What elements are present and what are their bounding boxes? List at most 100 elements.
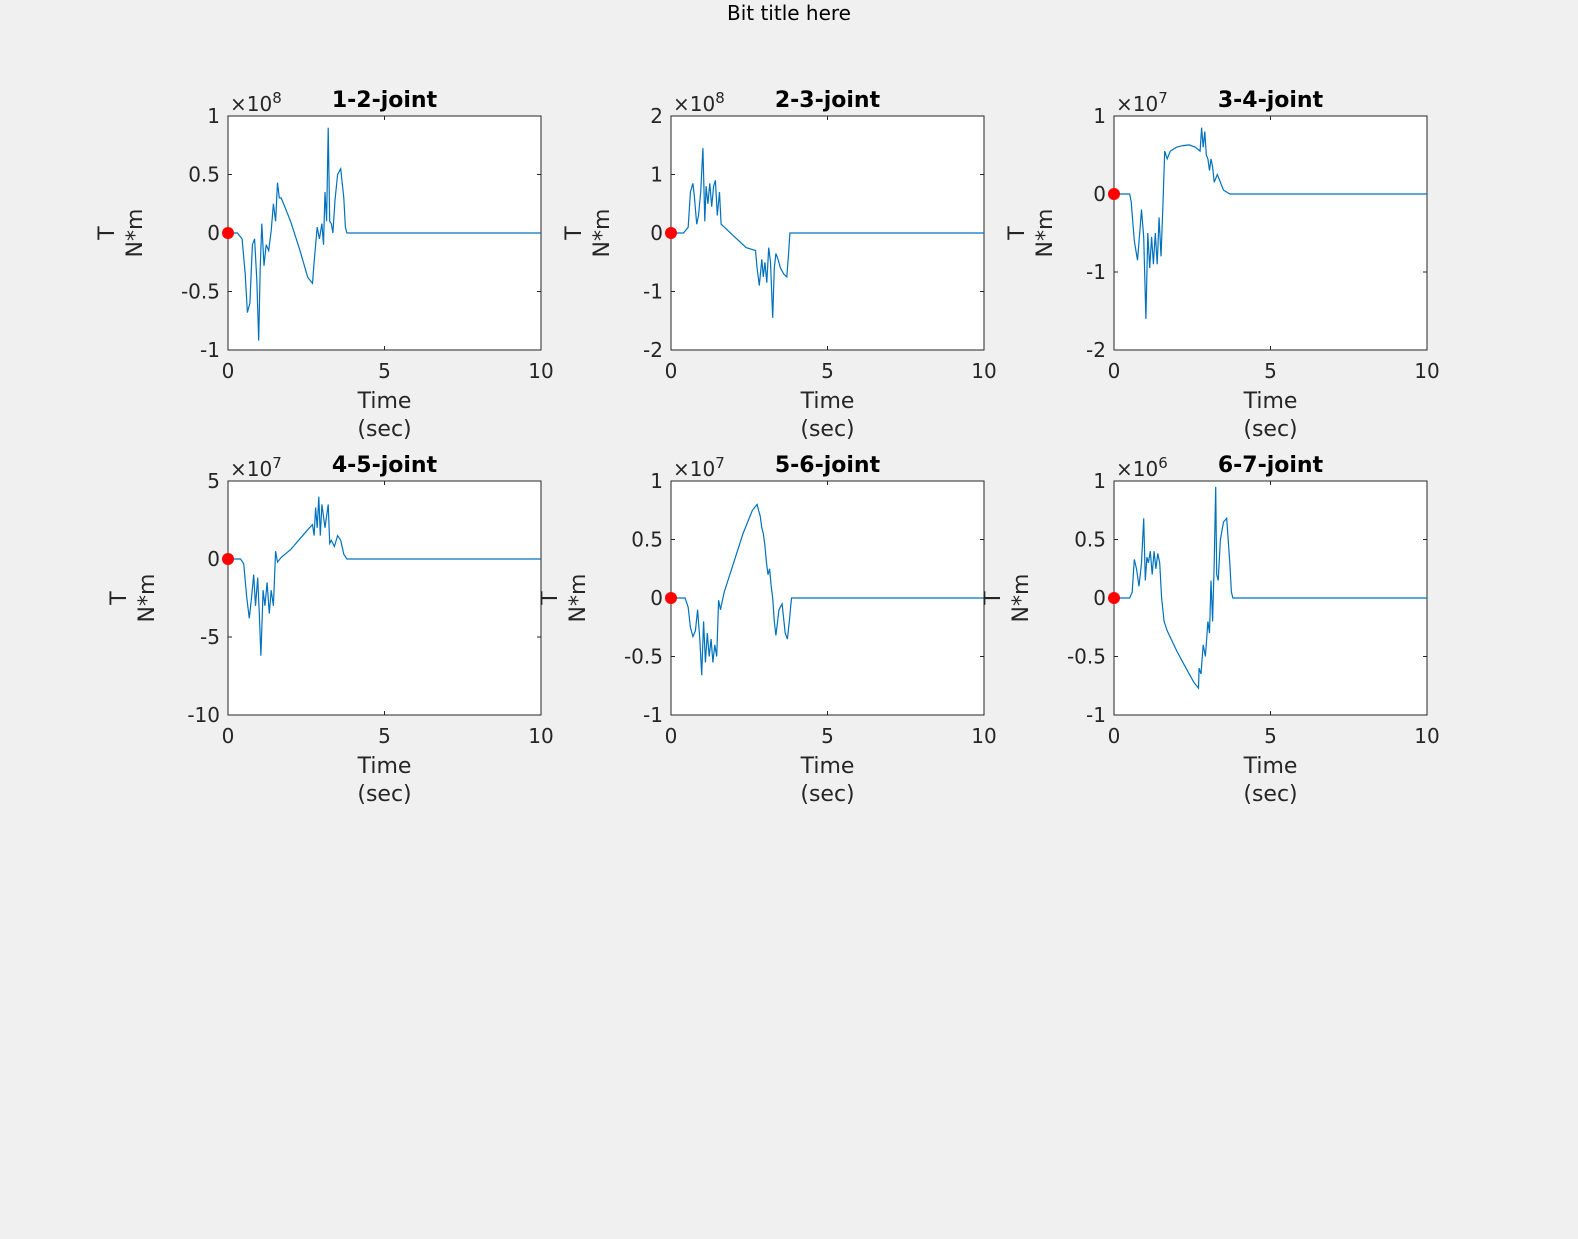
current-point-marker bbox=[222, 553, 234, 565]
y-exponent-label: ×108 bbox=[673, 89, 725, 116]
y-tick-label: 0 bbox=[1093, 182, 1106, 206]
series-line bbox=[1114, 127, 1427, 319]
y-axis-label: N*m bbox=[135, 574, 160, 623]
y-tick-label: 1 bbox=[650, 163, 663, 187]
plot-area bbox=[227, 480, 542, 716]
subplot-1-2-joint: 0 5 10 -1 -0.5 0 0.5 1 ×108 1-2-joint Time (sec) T N*… bbox=[95, 88, 554, 442]
x-tick-label: 10 bbox=[971, 724, 996, 748]
x-axis-label: Time bbox=[800, 389, 855, 414]
y-tick-label: 0 bbox=[650, 586, 663, 610]
x-tick-label: 0 bbox=[1108, 359, 1121, 383]
x-tick-label: 10 bbox=[528, 724, 553, 748]
y-exponent-label: ×107 bbox=[1116, 89, 1168, 116]
subplot-2-3-joint: 0 5 10 -2 -1 0 1 2 ×108 2-3-joint Time (sec) T N*m bbox=[562, 88, 997, 442]
x-tick-label: 5 bbox=[1264, 359, 1277, 383]
y-tick-label: -2 bbox=[1086, 338, 1106, 362]
subplot-title: 4-5-joint bbox=[332, 453, 438, 478]
x-tick-label: 5 bbox=[378, 359, 391, 383]
x-tick-label: 0 bbox=[1108, 724, 1121, 748]
y-tick-label: 2 bbox=[650, 104, 663, 128]
y-tick-label: 0.5 bbox=[188, 163, 220, 187]
y-tick-label: 0.5 bbox=[631, 528, 663, 552]
y-exponent-label: ×106 bbox=[1116, 454, 1168, 481]
y-tick-label: 0 bbox=[207, 547, 220, 571]
x-tick-label: 10 bbox=[1414, 359, 1439, 383]
y-axis-label: N*m bbox=[1033, 209, 1058, 258]
x-tick-label: 0 bbox=[222, 724, 235, 748]
x-tick-label: 5 bbox=[821, 359, 834, 383]
x-axis-label: Time bbox=[357, 389, 412, 414]
y-tick-label: 1 bbox=[207, 104, 220, 128]
series-line bbox=[671, 503, 984, 676]
figure-title: Bit title here bbox=[727, 1, 851, 25]
y-tick-label: -0.5 bbox=[1067, 645, 1106, 669]
x-tick-label: 0 bbox=[222, 359, 235, 383]
x-axis-label: (sec) bbox=[1243, 782, 1297, 807]
subplot-3-4-joint: 0 5 10 -2 -1 0 1 ×107 3-4-joint Time (sec) T N*m bbox=[1005, 88, 1440, 442]
y-axis-label: T bbox=[107, 591, 132, 606]
y-tick-label: -1 bbox=[1086, 703, 1106, 727]
x-axis-label: Time bbox=[357, 754, 412, 779]
y-tick-label: 0 bbox=[1093, 586, 1106, 610]
x-tick-label: 5 bbox=[378, 724, 391, 748]
y-tick-label: -5 bbox=[200, 625, 220, 649]
y-tick-label: 5 bbox=[207, 469, 220, 493]
series-line bbox=[228, 127, 541, 341]
x-axis-label: (sec) bbox=[357, 417, 411, 442]
y-axis-label: T bbox=[538, 591, 563, 606]
series-line bbox=[671, 148, 984, 318]
subplot-6-7-joint: 0 5 10 -1 -0.5 0 0.5 1 ×106 6-7-joint Time (sec) T N*… bbox=[981, 453, 1440, 807]
y-tick-label: -1 bbox=[1086, 260, 1106, 284]
y-tick-label: 1 bbox=[1093, 104, 1106, 128]
x-tick-label: 5 bbox=[821, 724, 834, 748]
current-point-marker bbox=[665, 227, 677, 239]
current-point-marker bbox=[665, 592, 677, 604]
y-axis-label: T bbox=[981, 591, 1006, 606]
x-axis-label: (sec) bbox=[800, 417, 854, 442]
y-axis-label: N*m bbox=[1009, 574, 1034, 623]
y-axis-label: T bbox=[95, 226, 120, 241]
current-point-marker bbox=[1108, 592, 1120, 604]
y-exponent-label: ×107 bbox=[230, 454, 282, 481]
plot-area bbox=[1113, 115, 1428, 351]
y-tick-label: 0 bbox=[650, 221, 663, 245]
y-tick-label: -1 bbox=[643, 280, 663, 304]
y-axis-label: N*m bbox=[123, 209, 148, 258]
subplot-title: 1-2-joint bbox=[332, 88, 438, 113]
series-line bbox=[228, 496, 541, 656]
current-point-marker bbox=[1108, 188, 1120, 200]
y-exponent-label: ×108 bbox=[230, 89, 282, 116]
y-axis-label: N*m bbox=[590, 209, 615, 258]
y-tick-label: 0 bbox=[207, 221, 220, 245]
series-line bbox=[1114, 486, 1427, 690]
x-axis-label: (sec) bbox=[800, 782, 854, 807]
y-tick-label: -1 bbox=[643, 703, 663, 727]
subplot-title: 6-7-joint bbox=[1218, 453, 1324, 478]
y-tick-label: -1 bbox=[200, 338, 220, 362]
x-axis-label: Time bbox=[800, 754, 855, 779]
y-tick-label: 1 bbox=[1093, 469, 1106, 493]
current-point-marker bbox=[222, 227, 234, 239]
y-axis-label: T bbox=[562, 226, 587, 241]
subplot-5-6-joint: 0 5 10 -1 -0.5 0 0.5 1 ×107 5-6-joint Time (sec) T N*… bbox=[538, 453, 997, 807]
x-tick-label: 10 bbox=[971, 359, 996, 383]
x-axis-label: (sec) bbox=[357, 782, 411, 807]
subplot-title: 3-4-joint bbox=[1218, 88, 1324, 113]
y-tick-label: 1 bbox=[650, 469, 663, 493]
y-tick-label: -0.5 bbox=[624, 645, 663, 669]
y-tick-label: -10 bbox=[187, 703, 220, 727]
subplot-title: 2-3-joint bbox=[775, 88, 881, 113]
x-tick-label: 0 bbox=[665, 724, 678, 748]
x-tick-label: 5 bbox=[1264, 724, 1277, 748]
y-tick-label: -0.5 bbox=[181, 280, 220, 304]
y-axis-label: T bbox=[1005, 226, 1030, 241]
subplot-4-5-joint: 0 5 10 -10 -5 0 5 ×107 4-5-joint Time (sec) T N*m bbox=[107, 453, 554, 807]
x-tick-label: 0 bbox=[665, 359, 678, 383]
x-axis-label: Time bbox=[1243, 754, 1298, 779]
y-tick-label: -2 bbox=[643, 338, 663, 362]
x-tick-label: 10 bbox=[528, 359, 553, 383]
x-tick-label: 10 bbox=[1414, 724, 1439, 748]
y-exponent-label: ×107 bbox=[673, 454, 725, 481]
